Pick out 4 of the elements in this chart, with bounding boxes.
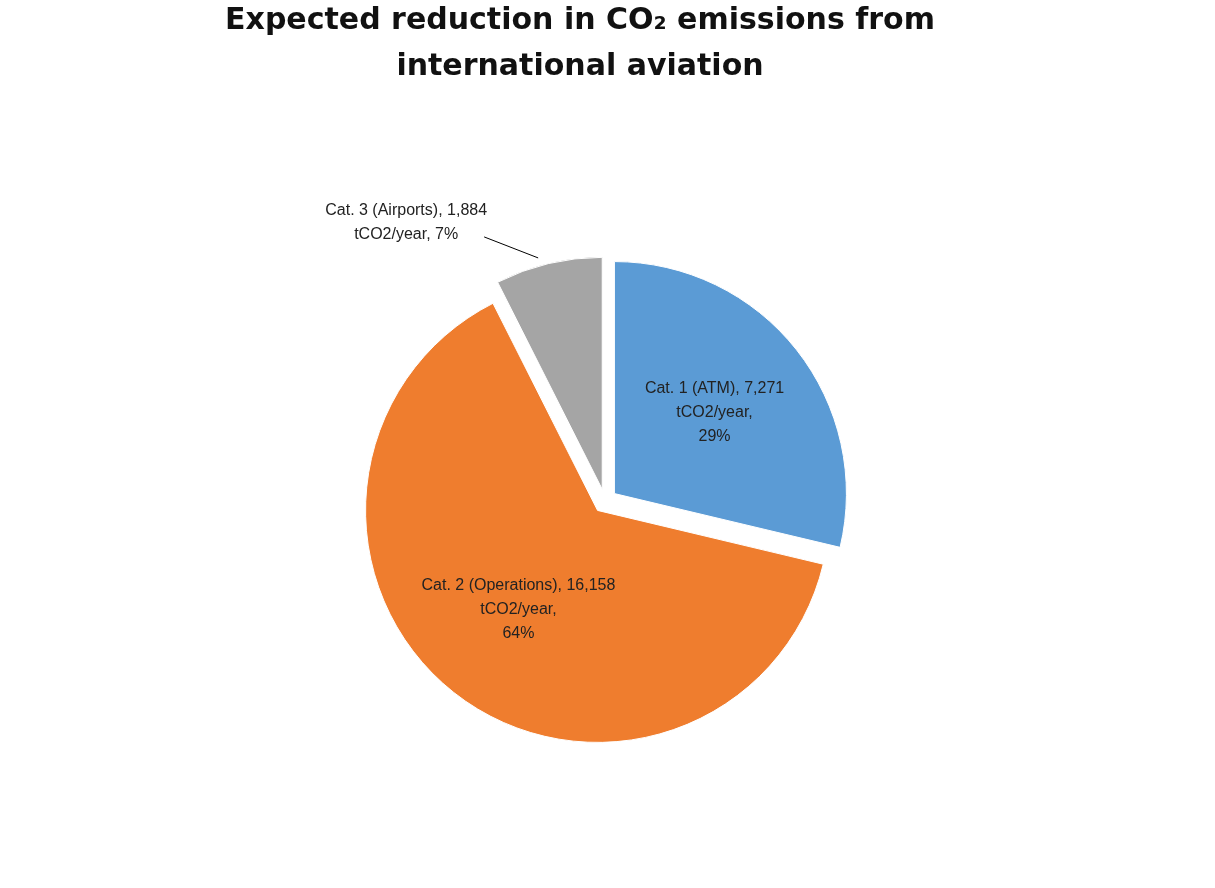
slice-label: Cat. 3 (Airports), 1,884 tCO2/year, 7% (325, 200, 488, 242)
chart-title: Expected reduction in CO₂ emissions from international aviation (225, 1, 935, 82)
slice-label: Cat. 1 (ATM), 7,271 tCO2/year, 29% (644, 379, 785, 445)
slice-label: Cat. 2 (Operations), 16,158 tCO2/year, 64% (421, 575, 616, 641)
